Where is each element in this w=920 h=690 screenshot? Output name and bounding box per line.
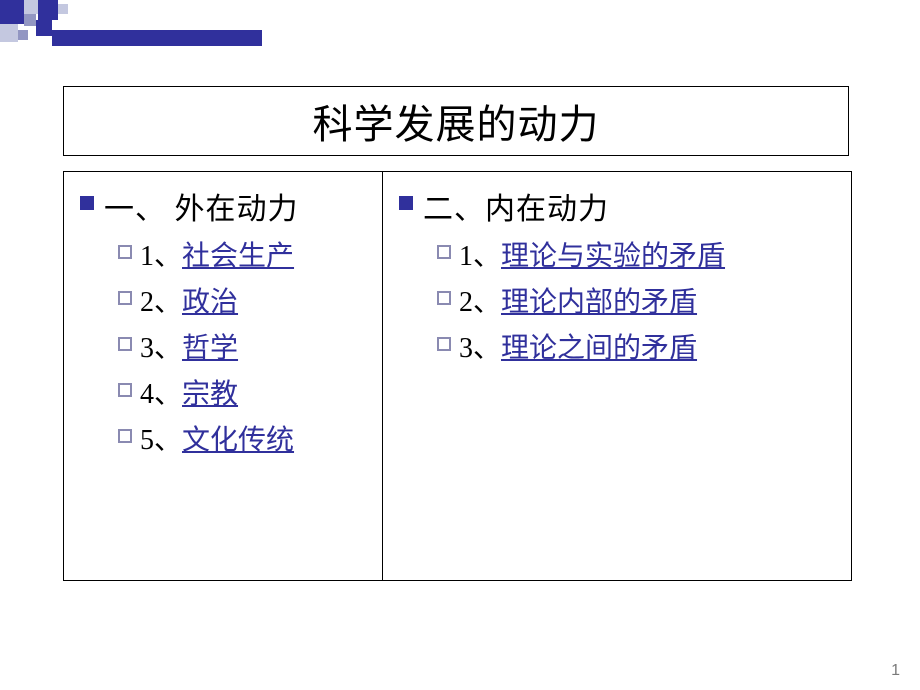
item-prefix: 1、	[459, 234, 501, 274]
list-item: 2、政治	[118, 280, 366, 320]
heading-right: 二、内在动力	[399, 184, 835, 228]
item-prefix: 2、	[140, 280, 182, 320]
decoration-block	[18, 30, 28, 40]
item-link[interactable]: 宗教	[182, 372, 238, 412]
list-item: 1、理论与实验的矛盾	[437, 234, 835, 274]
decoration-block	[0, 24, 18, 42]
decoration-block	[58, 4, 68, 14]
heading-text-right: 二、内在动力	[423, 184, 609, 228]
outline-bullet-icon	[118, 383, 132, 397]
item-prefix: 2、	[459, 280, 501, 320]
item-prefix: 3、	[459, 326, 501, 366]
title-container: 科学发展的动力	[63, 86, 849, 156]
decoration-bar	[52, 30, 262, 46]
column-left: 一、 外在动力 1、社会生产2、政治3、哲学4、宗教5、文化传统	[63, 171, 383, 581]
list-item: 4、宗教	[118, 372, 366, 412]
outline-bullet-icon	[118, 337, 132, 351]
outline-bullet-icon	[437, 337, 451, 351]
item-link[interactable]: 社会生产	[182, 234, 294, 274]
outline-bullet-icon	[118, 245, 132, 259]
square-bullet-icon	[399, 196, 413, 210]
decoration-block	[24, 0, 38, 14]
item-link[interactable]: 理论与实验的矛盾	[501, 234, 725, 274]
list-item: 3、哲学	[118, 326, 366, 366]
item-link[interactable]: 政治	[182, 280, 238, 320]
item-link[interactable]: 文化传统	[182, 418, 294, 458]
item-prefix: 3、	[140, 326, 182, 366]
heading-text-left: 一、 外在动力	[104, 184, 299, 228]
list-item: 3、理论之间的矛盾	[437, 326, 835, 366]
slide-title: 科学发展的动力	[313, 92, 600, 150]
column-right: 二、内在动力 1、理论与实验的矛盾2、理论内部的矛盾3、理论之间的矛盾	[382, 171, 852, 581]
heading-left: 一、 外在动力	[80, 184, 366, 228]
outline-bullet-icon	[437, 245, 451, 259]
item-prefix: 4、	[140, 372, 182, 412]
decoration-block	[0, 0, 24, 24]
square-bullet-icon	[80, 196, 94, 210]
item-link[interactable]: 哲学	[182, 326, 238, 366]
list-item: 1、社会生产	[118, 234, 366, 274]
list-item: 5、文化传统	[118, 418, 366, 458]
item-link[interactable]: 理论内部的矛盾	[501, 280, 697, 320]
corner-decoration	[0, 0, 260, 48]
items-right: 1、理论与实验的矛盾2、理论内部的矛盾3、理论之间的矛盾	[399, 234, 835, 366]
page-number: 1	[891, 662, 900, 680]
item-prefix: 5、	[140, 418, 182, 458]
outline-bullet-icon	[118, 429, 132, 443]
decoration-block	[24, 14, 36, 26]
list-item: 2、理论内部的矛盾	[437, 280, 835, 320]
outline-bullet-icon	[437, 291, 451, 305]
item-prefix: 1、	[140, 234, 182, 274]
content-container: 一、 外在动力 1、社会生产2、政治3、哲学4、宗教5、文化传统 二、内在动力 …	[63, 171, 852, 581]
decoration-block	[38, 0, 58, 20]
items-left: 1、社会生产2、政治3、哲学4、宗教5、文化传统	[80, 234, 366, 458]
item-link[interactable]: 理论之间的矛盾	[501, 326, 697, 366]
outline-bullet-icon	[118, 291, 132, 305]
decoration-block	[36, 20, 52, 36]
